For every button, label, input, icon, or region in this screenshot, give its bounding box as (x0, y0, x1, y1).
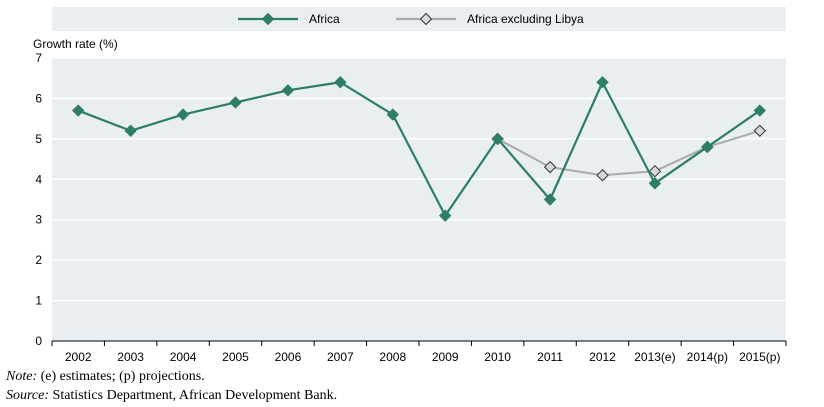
x-tick-label: 2007 (327, 350, 354, 364)
data-point (543, 193, 557, 206)
data-point (439, 209, 452, 222)
data-point (648, 177, 662, 190)
note-text: (e) estimates; (p) projections. (37, 369, 205, 384)
series-line (497, 129, 761, 177)
data-point (386, 108, 399, 121)
y-tick-label: 0 (35, 334, 42, 348)
data-point (334, 76, 347, 89)
data-point (596, 169, 609, 182)
y-tick-label: 3 (35, 213, 42, 227)
data-point (176, 108, 190, 121)
x-tick-label: 2004 (170, 350, 197, 364)
x-tick-label: 2012 (589, 350, 616, 364)
x-tick-label: 2013(e) (634, 350, 675, 364)
series-africa (72, 76, 766, 222)
x-tick-label: 2005 (222, 350, 249, 364)
axes: 0 1 2 3 4 5 6 7 2002 2003 2004 2005 2006 2007 2008 2009… (35, 51, 787, 364)
y-tick-label: 4 (35, 172, 42, 186)
data-point (543, 160, 557, 174)
x-tick-label: 2009 (432, 350, 459, 364)
data-point (701, 140, 714, 154)
data-point (596, 76, 609, 89)
source-prefix: Source: (6, 388, 50, 403)
source-text: Statistics Department, African Developme… (49, 388, 338, 403)
x-tick-label: 2011 (537, 350, 563, 364)
data-point (229, 96, 242, 109)
data-point (753, 104, 766, 117)
plot-area (52, 58, 786, 341)
legend: Africa Africa excluding Libya (238, 12, 584, 26)
data-point (648, 164, 662, 178)
series-line (77, 81, 761, 217)
legend-label: Africa excluding Libya (467, 12, 584, 26)
chart-notes: Note: (e) estimates; (p) projections. So… (6, 367, 337, 405)
x-tick-label: 2010 (484, 350, 511, 364)
y-tick-label: 7 (35, 51, 42, 65)
x-tick-label: 2008 (379, 350, 406, 364)
x-tick-label: 2003 (117, 350, 144, 364)
legend-marker (261, 12, 275, 26)
x-tick-label: 2015(p) (739, 350, 780, 364)
x-tick-label: 2006 (275, 350, 302, 364)
data-point (124, 124, 137, 137)
growth-rate-chart: Africa Africa excluding Libya Growth rate… (33, 7, 787, 364)
y-tick-label: 1 (35, 294, 42, 308)
y-tick-label: 6 (35, 91, 42, 105)
y-axis-title: Growth rate (%) (33, 37, 118, 51)
data-point (281, 84, 295, 97)
legend-item-africa: Africa (238, 12, 340, 26)
note-prefix: Note: (6, 369, 38, 384)
series (72, 76, 766, 222)
data-point (72, 104, 85, 117)
data-point (491, 132, 504, 146)
legend-item-africa-excluding-libya: Africa excluding Libya (396, 12, 584, 26)
y-tick-label: 5 (35, 132, 42, 146)
note-line: Note: (e) estimates; (p) projections. (6, 367, 337, 386)
x-tick-label: 2002 (65, 350, 92, 364)
data-point (753, 124, 766, 137)
legend-label: Africa (309, 12, 340, 26)
gridlines (52, 57, 786, 302)
legend-marker (419, 12, 433, 26)
source-line: Source: Statistics Department, African D… (6, 386, 337, 405)
y-tick-label: 2 (35, 253, 42, 267)
x-tick-label: 2014(p) (687, 350, 728, 364)
